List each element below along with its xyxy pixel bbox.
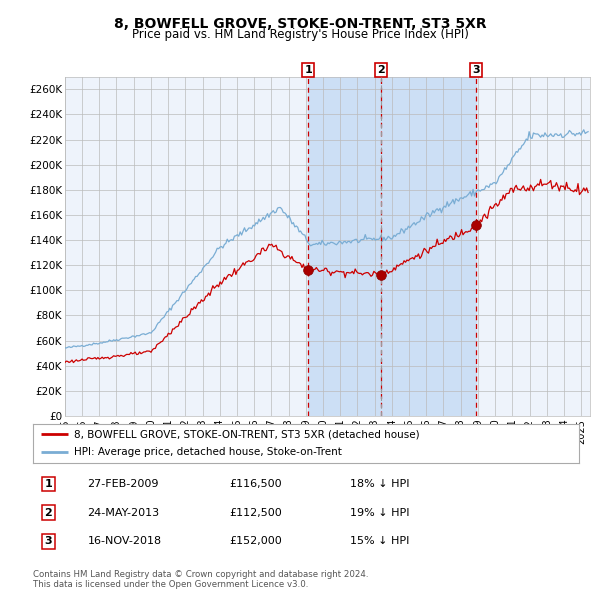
- Text: 16-NOV-2018: 16-NOV-2018: [88, 536, 162, 546]
- Text: 18% ↓ HPI: 18% ↓ HPI: [350, 479, 409, 489]
- Text: 15% ↓ HPI: 15% ↓ HPI: [350, 536, 409, 546]
- Text: 27-FEB-2009: 27-FEB-2009: [88, 479, 159, 489]
- Text: 8, BOWFELL GROVE, STOKE-ON-TRENT, ST3 5XR: 8, BOWFELL GROVE, STOKE-ON-TRENT, ST3 5X…: [113, 17, 487, 31]
- Text: £116,500: £116,500: [230, 479, 282, 489]
- Text: HPI: Average price, detached house, Stoke-on-Trent: HPI: Average price, detached house, Stok…: [74, 447, 342, 457]
- Bar: [308, 77, 476, 416]
- Text: 3: 3: [472, 65, 479, 75]
- Text: Price paid vs. HM Land Registry's House Price Index (HPI): Price paid vs. HM Land Registry's House …: [131, 28, 469, 41]
- Text: 2: 2: [377, 65, 385, 75]
- Text: 24-MAY-2013: 24-MAY-2013: [88, 508, 160, 517]
- Text: 8, BOWFELL GROVE, STOKE-ON-TRENT, ST3 5XR (detached house): 8, BOWFELL GROVE, STOKE-ON-TRENT, ST3 5X…: [74, 430, 419, 440]
- Text: £152,000: £152,000: [230, 536, 283, 546]
- Text: £112,500: £112,500: [230, 508, 283, 517]
- Text: 1: 1: [44, 479, 52, 489]
- Text: 3: 3: [44, 536, 52, 546]
- Text: 19% ↓ HPI: 19% ↓ HPI: [350, 508, 409, 517]
- Text: 2: 2: [44, 508, 52, 517]
- Text: 1: 1: [304, 65, 312, 75]
- Text: Contains HM Land Registry data © Crown copyright and database right 2024.
This d: Contains HM Land Registry data © Crown c…: [33, 570, 368, 589]
